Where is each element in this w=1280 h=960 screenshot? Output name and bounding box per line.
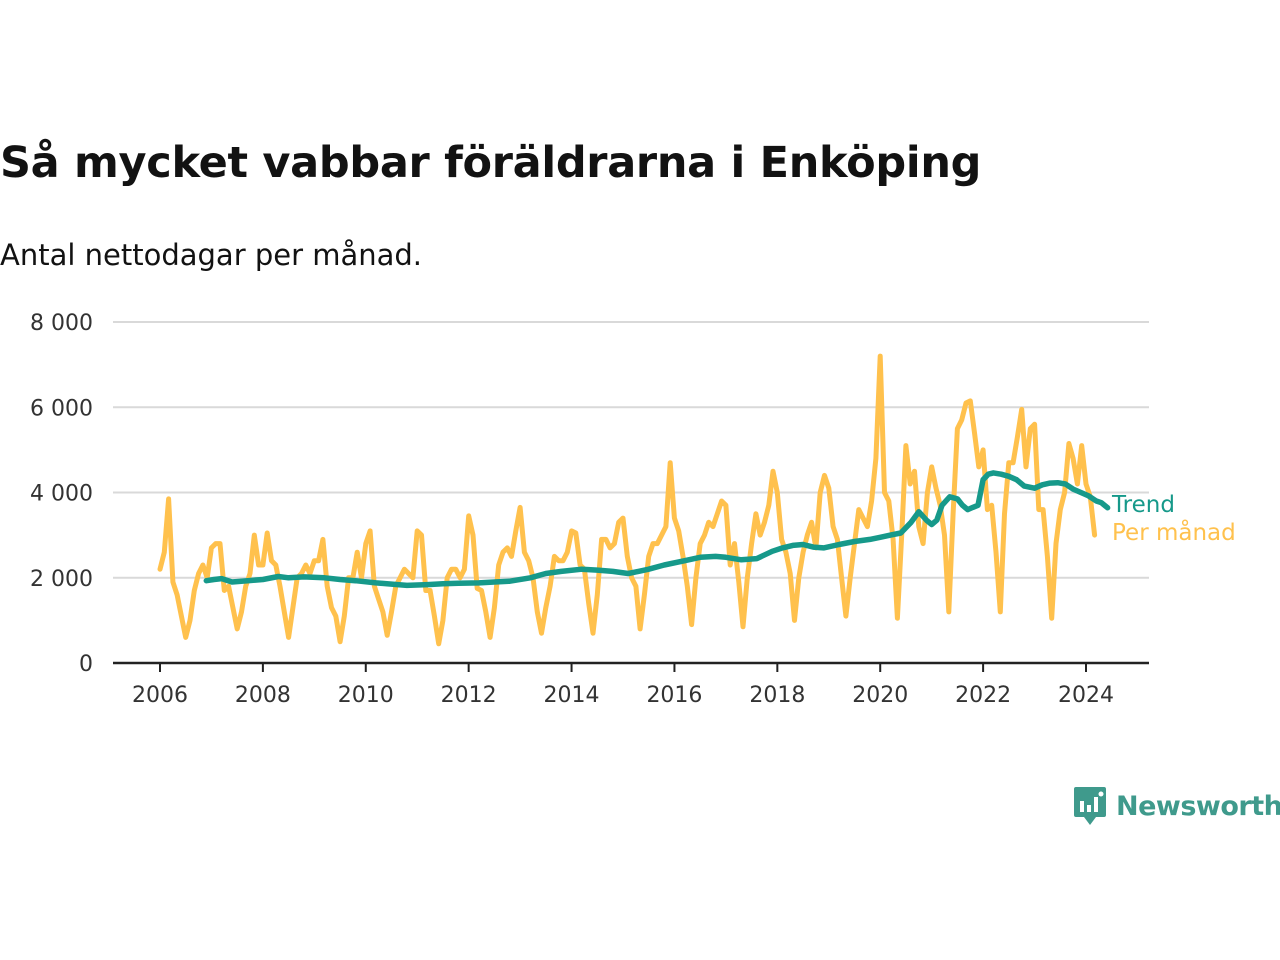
- x-tick-label: 2016: [646, 683, 702, 708]
- legend-label-trend: Trend: [1111, 492, 1175, 518]
- x-axis-ticks: 2006 2008 2010 2012 2014 2016 2018 2020 2022 2024: [132, 663, 1114, 708]
- y-tick-label: 0: [79, 652, 93, 677]
- y-tick-label: 2 000: [30, 567, 93, 592]
- chart-title: Så mycket vabbar föräldrarna i Enköping: [0, 138, 982, 188]
- x-tick-label: 2012: [441, 683, 497, 708]
- chart-subtitle: Antal nettodagar per månad.: [0, 238, 423, 272]
- y-tick-label: 6 000: [30, 396, 93, 421]
- series-line-per-manad: [157, 353, 1098, 647]
- x-tick-label: 2018: [749, 683, 805, 708]
- x-tick-label: 2014: [544, 683, 600, 708]
- x-tick-label: 2006: [132, 683, 188, 708]
- legend-label-per-manad: Per månad: [1112, 518, 1236, 546]
- y-tick-label: 4 000: [30, 482, 93, 507]
- x-tick-label: 2024: [1058, 683, 1114, 708]
- newsworthy-logo: Newsworthy: [1072, 785, 1280, 827]
- y-tick-label: 8 000: [30, 311, 93, 336]
- newsworthy-logo-icon: [1074, 787, 1106, 825]
- x-tick-label: 2010: [338, 683, 394, 708]
- x-tick-label: 2008: [235, 683, 291, 708]
- y-axis-ticks: 0 2 000 4 000 6 000 8 000: [30, 311, 93, 677]
- series-line-trend: [203, 470, 1111, 589]
- x-tick-label: 2020: [852, 683, 908, 708]
- x-tick-label: 2022: [955, 683, 1011, 708]
- brand-name: Newsworthy: [1116, 790, 1280, 822]
